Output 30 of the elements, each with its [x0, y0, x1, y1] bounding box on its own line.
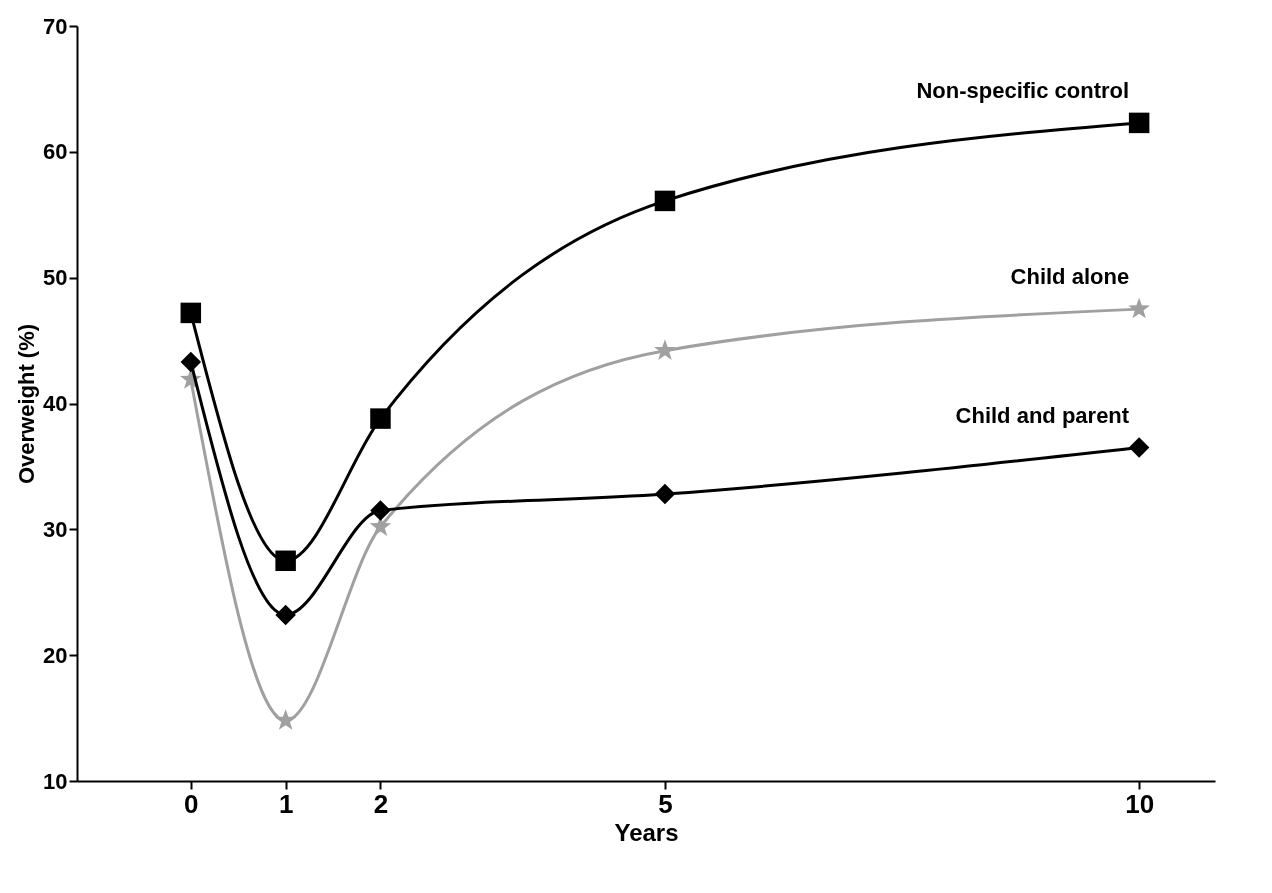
series-label: Child alone [1010, 264, 1130, 290]
y-tick-label: 30 [43, 516, 68, 542]
y-tick-label: 50 [43, 265, 68, 291]
point [180, 302, 202, 324]
point [654, 190, 676, 212]
point [654, 339, 676, 360]
point [275, 550, 296, 572]
point [654, 483, 676, 505]
point [370, 408, 391, 429]
x-tick-label: 1 [278, 788, 294, 819]
series-label: Non-specific control [916, 77, 1130, 103]
point [275, 604, 296, 626]
y-tick-label: 20 [43, 642, 68, 668]
x-axis-title: Years [614, 818, 679, 846]
point [1128, 297, 1150, 319]
y-tick-label: 60 [43, 139, 68, 165]
x-tick-label: 2 [373, 788, 389, 819]
point [370, 500, 391, 521]
y-tick-label: 70 [43, 13, 68, 39]
y-axis-title: Overweight (%) [14, 323, 40, 485]
x-tick-label: 0 [184, 788, 199, 819]
point [1128, 437, 1150, 458]
y-tick-label: 10 [43, 768, 68, 794]
series-label: Child and parent [955, 402, 1130, 428]
x-tick-label: 10 [1125, 788, 1155, 819]
point [180, 351, 202, 373]
point [1128, 112, 1150, 134]
y-tick-label: 40 [43, 391, 68, 416]
x-tick-label: 5 [658, 788, 673, 819]
point [274, 709, 297, 730]
